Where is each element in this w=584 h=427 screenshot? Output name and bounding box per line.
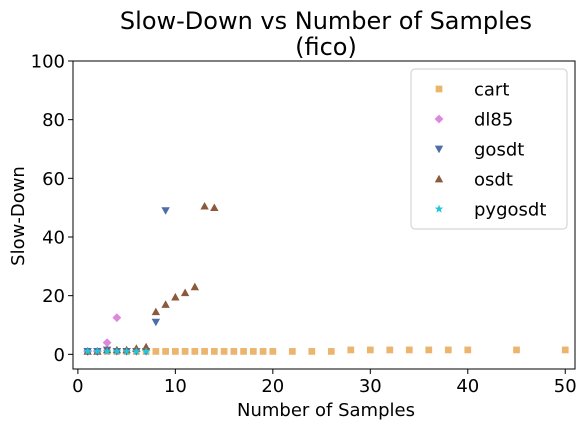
data-point-pygosdt bbox=[83, 346, 92, 355]
y-tick-label: 20 bbox=[42, 286, 65, 307]
legend-item-pygosdt: pygosdt bbox=[434, 200, 546, 221]
data-point-cart bbox=[405, 346, 413, 354]
legend-marker-cart bbox=[435, 85, 443, 93]
plot-marks bbox=[83, 202, 569, 356]
data-point-cart bbox=[386, 346, 394, 354]
legend-item-cart: cart bbox=[435, 80, 509, 101]
data-point-cart bbox=[444, 346, 452, 354]
data-point-cart bbox=[220, 348, 228, 355]
chart-subtitle: (fico) bbox=[295, 33, 357, 61]
data-point-cart bbox=[366, 346, 374, 354]
legend-item-gosdt: gosdt bbox=[434, 140, 524, 161]
data-point-osdt bbox=[210, 203, 219, 212]
data-point-cart bbox=[327, 348, 335, 355]
plot-frame bbox=[72, 60, 576, 370]
data-point-cart bbox=[308, 348, 316, 355]
series-cart bbox=[84, 346, 569, 355]
y-tick-label: 40 bbox=[42, 228, 65, 249]
data-point-dl85 bbox=[112, 313, 122, 323]
legend-box bbox=[410, 68, 568, 230]
data-point-pygosdt bbox=[93, 346, 102, 355]
data-point-pygosdt bbox=[141, 346, 151, 355]
y-tick-label: 100 bbox=[31, 52, 65, 73]
x-tick-label: 0 bbox=[72, 376, 83, 397]
legend-label-pygosdt: pygosdt bbox=[474, 200, 546, 221]
chart-title: Slow-Down vs Number of Samples bbox=[120, 7, 532, 35]
data-point-osdt bbox=[180, 288, 190, 297]
data-point-cart bbox=[249, 348, 257, 355]
data-point-pygosdt bbox=[102, 346, 112, 355]
data-point-osdt bbox=[171, 292, 180, 301]
data-point-cart bbox=[152, 348, 160, 355]
legend-marker-osdt bbox=[434, 174, 444, 183]
data-point-cart bbox=[347, 346, 355, 354]
axes bbox=[72, 60, 576, 370]
legend-marker-dl85 bbox=[434, 114, 444, 124]
legend-label-dl85: dl85 bbox=[474, 110, 513, 131]
data-point-cart bbox=[288, 348, 296, 355]
x-tick-label: 40 bbox=[456, 376, 479, 397]
data-point-cart bbox=[259, 348, 267, 355]
legend-label-osdt: osdt bbox=[474, 170, 513, 191]
series-osdt bbox=[83, 202, 219, 355]
legend-item-dl85: dl85 bbox=[434, 110, 513, 131]
data-point-gosdt bbox=[151, 318, 161, 327]
y-axis-label: Slow-Down bbox=[8, 166, 29, 266]
legend-label-gosdt: gosdt bbox=[474, 140, 524, 161]
y-tick-label: 60 bbox=[42, 169, 65, 190]
data-point-osdt bbox=[161, 300, 170, 308]
data-point-pygosdt bbox=[112, 346, 122, 355]
data-point-cart bbox=[269, 348, 277, 355]
x-tick-label: 50 bbox=[554, 376, 577, 397]
data-point-cart bbox=[464, 346, 472, 354]
legend: cart dl85 gosdt osdt pygosdt bbox=[410, 68, 568, 230]
data-point-osdt bbox=[141, 342, 151, 351]
data-point-cart bbox=[171, 348, 179, 355]
data-point-pygosdt bbox=[122, 346, 131, 355]
legend-marker-pygosdt bbox=[434, 204, 444, 213]
x-axis-label: Number of Samples bbox=[237, 400, 415, 421]
data-point-osdt bbox=[200, 202, 209, 210]
legend-marker-gosdt bbox=[434, 145, 444, 154]
data-point-cart bbox=[201, 348, 208, 355]
ticks: 0 10 20 30 40 50 0 20 40 60 80 100 bbox=[31, 52, 577, 398]
data-point-dl85 bbox=[102, 338, 112, 348]
data-point-cart bbox=[162, 348, 169, 355]
series-pygosdt bbox=[83, 346, 151, 355]
data-point-cart bbox=[561, 346, 569, 354]
legend-label-cart: cart bbox=[474, 80, 509, 101]
data-point-cart bbox=[240, 348, 247, 355]
y-tick-label: 80 bbox=[42, 110, 65, 131]
x-tick-label: 30 bbox=[359, 376, 382, 397]
data-point-cart bbox=[230, 348, 238, 355]
data-point-cart bbox=[210, 348, 218, 355]
data-point-osdt bbox=[190, 282, 200, 291]
series-gosdt bbox=[83, 207, 170, 356]
data-point-cart bbox=[513, 346, 520, 354]
data-point-cart bbox=[181, 348, 189, 355]
legend-item-osdt: osdt bbox=[434, 170, 513, 191]
x-tick-label: 20 bbox=[261, 376, 284, 397]
data-point-cart bbox=[425, 346, 433, 354]
data-point-osdt bbox=[151, 307, 161, 316]
y-tick-label: 0 bbox=[54, 345, 65, 366]
data-point-gosdt bbox=[161, 207, 170, 215]
data-point-pygosdt bbox=[132, 346, 141, 355]
data-point-cart bbox=[191, 348, 199, 355]
x-tick-label: 10 bbox=[164, 376, 187, 397]
